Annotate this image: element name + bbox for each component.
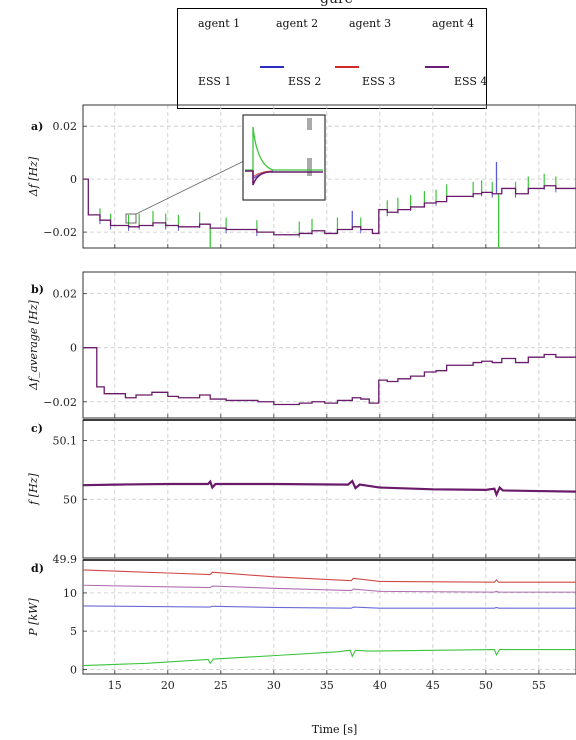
plot-area bbox=[83, 347, 576, 406]
plot-area bbox=[83, 569, 576, 667]
x-tick-label: 35 bbox=[320, 679, 334, 692]
series-line-3 bbox=[83, 605, 576, 609]
y-tick-label: 10 bbox=[63, 587, 77, 600]
caption-fragment: gure bbox=[320, 0, 353, 7]
y-axis-label: Δf_average [Hz] bbox=[27, 299, 40, 390]
panel-label: d) bbox=[31, 562, 44, 575]
legend: agent 1 agent 2 agent 3 agent 4 ESS 1 ES… bbox=[177, 8, 487, 109]
series-line-1 bbox=[83, 347, 576, 406]
y-tick-label: −0.02 bbox=[43, 396, 77, 409]
plot-area bbox=[83, 479, 576, 498]
zoom-connector bbox=[135, 161, 244, 215]
y-tick-label: 50.1 bbox=[53, 435, 78, 448]
x-tick-label: 25 bbox=[214, 679, 228, 692]
y-tick-label: 0 bbox=[70, 173, 77, 186]
plot-area bbox=[83, 161, 576, 248]
y-axis-label: P [kW] bbox=[27, 598, 40, 637]
y-axis-label: Δf [Hz] bbox=[27, 156, 40, 197]
y-tick-label: 49.9 bbox=[53, 553, 78, 566]
y-tick-label: 0.02 bbox=[53, 120, 78, 133]
axes-frame bbox=[82, 559, 576, 675]
legend-entry-agent-4: agent 4 bbox=[432, 17, 475, 30]
inset-frame bbox=[242, 114, 326, 201]
legend-swatch-ess-3 bbox=[335, 66, 359, 68]
series-line-2 bbox=[83, 584, 576, 593]
y-tick-label: 5 bbox=[70, 625, 77, 638]
y-tick-label: 0 bbox=[70, 342, 77, 355]
inset-grey-bar bbox=[307, 158, 312, 176]
legend-entry-ess-4: ESS 4 bbox=[454, 75, 488, 88]
y-tick-label: 50 bbox=[63, 493, 77, 506]
legend-entry-agent-2: agent 2 bbox=[276, 17, 319, 30]
legend-entry-ess-1: ESS 1 bbox=[198, 75, 232, 88]
zoom-inset bbox=[125, 114, 326, 224]
grid bbox=[83, 272, 576, 418]
y-tick-label: 0.02 bbox=[53, 288, 78, 301]
series-line-1 bbox=[83, 479, 576, 498]
legend-entry-ess-3: ESS 3 bbox=[362, 75, 396, 88]
x-tick-label: 50 bbox=[479, 679, 493, 692]
x-tick-label: 30 bbox=[267, 679, 281, 692]
y-tick-label: −0.02 bbox=[43, 226, 77, 239]
panel-1: 0.02 0 −0.02 a) Δf [Hz] bbox=[27, 104, 576, 249]
y-axis-label: f [Hz] bbox=[27, 473, 40, 506]
x-tick-label: 20 bbox=[161, 679, 175, 692]
panel-label: b) bbox=[31, 283, 44, 296]
legend-entry-ess-2: ESS 2 bbox=[288, 75, 322, 88]
x-tick-label: 40 bbox=[373, 679, 387, 692]
x-tick-label: 55 bbox=[532, 679, 546, 692]
axes-frame bbox=[82, 104, 576, 249]
legend-swatch-ess-4 bbox=[425, 66, 449, 68]
legend-swatch-ess-2 bbox=[260, 66, 284, 68]
x-tick-label: 45 bbox=[426, 679, 440, 692]
x-tick-label: 15 bbox=[108, 679, 122, 692]
grid bbox=[83, 560, 576, 674]
series-line-1 bbox=[83, 569, 576, 583]
inset-series-purple bbox=[245, 170, 323, 186]
panel-2: 0.02 0 −0.02 b) Δf_average [Hz] bbox=[27, 271, 576, 419]
inset-grey-bar bbox=[307, 118, 312, 130]
panel-3: 50.1 50 c) f [Hz] bbox=[27, 419, 576, 559]
x-axis-label: Time [s] bbox=[312, 723, 358, 736]
legend-entry-agent-3: agent 3 bbox=[349, 17, 392, 30]
series-line-1 bbox=[83, 178, 576, 236]
grid bbox=[83, 420, 576, 558]
series-line-4 bbox=[83, 648, 576, 667]
axes-frame bbox=[82, 271, 576, 419]
grid bbox=[83, 105, 576, 248]
zoom-region-box bbox=[125, 213, 137, 224]
y-tick-label: 0 bbox=[70, 663, 77, 676]
caption-fragment-text: gure bbox=[320, 0, 353, 7]
inset-series-green bbox=[245, 126, 323, 171]
panel-label: c) bbox=[31, 422, 43, 435]
panel-label: a) bbox=[31, 120, 43, 133]
legend-entry-agent-1: agent 1 bbox=[198, 17, 241, 30]
